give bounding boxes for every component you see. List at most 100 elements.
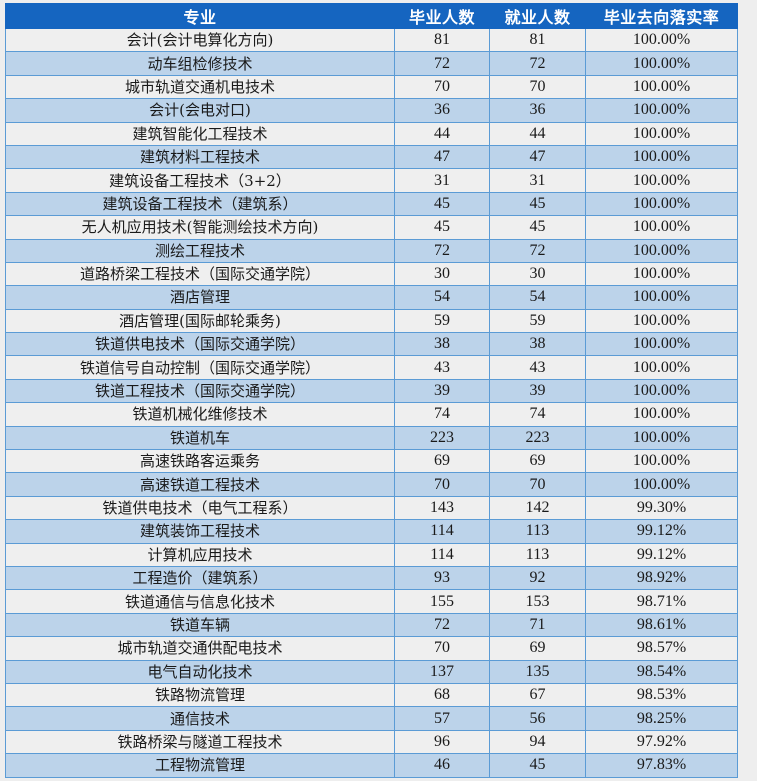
major-cell: 测绘工程技术	[5, 238, 395, 263]
table-row: 工程造价（建筑系） 93 92 98.92%	[5, 565, 738, 591]
graduates-cell: 81	[394, 27, 490, 53]
graduates-cell: 44	[394, 121, 490, 146]
graduates-cell: 57	[394, 706, 490, 731]
employed-cell: 94	[489, 729, 586, 755]
graduates-cell: 45	[394, 215, 490, 240]
employed-cell: 45	[489, 753, 586, 778]
graduates-cell: 72	[394, 612, 490, 638]
table-row: 道路桥梁工程技术（国际交通学院） 30 30 100.00%	[5, 261, 738, 287]
rate-cell: 100.00%	[585, 51, 738, 76]
major-cell: 酒店管理	[5, 285, 395, 310]
employed-cell: 142	[489, 495, 586, 521]
major-cell: 会计(会计电算化方向)	[5, 27, 395, 53]
graduates-cell: 114	[394, 519, 490, 544]
table-row: 建筑智能化工程技术 44 44 100.00%	[5, 121, 738, 146]
table-row: 铁道供电技术（电气工程系） 143 142 99.30%	[5, 495, 738, 521]
employed-cell: 70	[489, 472, 586, 497]
header-employed: 就业人数	[489, 3, 586, 29]
table-row: 铁路桥梁与隧道工程技术 96 94 97.92%	[5, 729, 738, 755]
major-cell: 建筑设备工程技术（3+2）	[5, 168, 395, 193]
graduates-cell: 45	[394, 191, 490, 217]
rate-cell: 100.00%	[585, 27, 738, 53]
rate-cell: 98.53%	[585, 682, 738, 708]
header-row: 专业 毕业人数 就业人数 毕业去向落实率	[5, 3, 738, 29]
employed-cell: 74	[489, 402, 586, 427]
major-cell: 电气自动化技术	[5, 659, 395, 684]
rate-cell: 100.00%	[585, 425, 738, 451]
major-cell: 铁道供电技术（国际交通学院）	[5, 332, 395, 357]
employed-cell: 31	[489, 168, 586, 193]
table-row: 电气自动化技术 137 135 98.54%	[5, 659, 738, 684]
employed-cell: 135	[489, 659, 586, 684]
graduates-cell: 72	[394, 51, 490, 76]
graduates-cell: 70	[394, 472, 490, 497]
table-row: 建筑设备工程技术（3+2） 31 31 100.00%	[5, 168, 738, 193]
rate-cell: 98.71%	[585, 589, 738, 614]
table-row: 城市轨道交通机电技术 70 70 100.00%	[5, 74, 738, 100]
employed-cell: 36	[489, 98, 586, 123]
employed-cell: 92	[489, 565, 586, 591]
employed-cell: 67	[489, 682, 586, 708]
major-cell: 工程造价（建筑系）	[5, 565, 395, 591]
rate-cell: 100.00%	[585, 238, 738, 263]
table-row: 测绘工程技术 72 72 100.00%	[5, 238, 738, 263]
employed-cell: 72	[489, 51, 586, 76]
graduates-cell: 70	[394, 74, 490, 100]
table-row: 酒店管理 54 54 100.00%	[5, 285, 738, 310]
table-row: 铁路物流管理 68 67 98.53%	[5, 682, 738, 708]
major-cell: 城市轨道交通供配电技术	[5, 636, 395, 661]
major-cell: 工程物流管理	[5, 753, 395, 778]
employment-table-container: 专业 毕业人数 就业人数 毕业去向落实率 会计(会计电算化方向) 81 81 100.…	[5, 3, 738, 778]
graduates-cell: 38	[394, 332, 490, 357]
rate-cell: 99.12%	[585, 519, 738, 544]
rate-cell: 100.00%	[585, 121, 738, 146]
employed-cell: 69	[489, 636, 586, 661]
employed-cell: 153	[489, 589, 586, 614]
graduates-cell: 137	[394, 659, 490, 684]
table-row: 无人机应用技术(智能测绘技术方向) 45 45 100.00%	[5, 215, 738, 240]
rate-cell: 100.00%	[585, 168, 738, 193]
graduates-cell: 72	[394, 238, 490, 263]
table-row: 铁道车辆 72 71 98.61%	[5, 612, 738, 638]
employment-rate-table: 专业 毕业人数 就业人数 毕业去向落实率 会计(会计电算化方向) 81 81 100.…	[5, 3, 738, 778]
table-row: 铁道供电技术（国际交通学院） 38 38 100.00%	[5, 332, 738, 357]
rate-cell: 100.00%	[585, 355, 738, 380]
rate-cell: 98.92%	[585, 565, 738, 591]
table-row: 高速铁路客运乘务 69 69 100.00%	[5, 449, 738, 474]
major-cell: 道路桥梁工程技术（国际交通学院）	[5, 261, 395, 287]
table-row: 建筑装饰工程技术 114 113 99.12%	[5, 519, 738, 544]
rate-cell: 100.00%	[585, 472, 738, 497]
header-rate: 毕业去向落实率	[585, 3, 738, 29]
major-cell: 会计(会电对口)	[5, 98, 395, 123]
rate-cell: 100.00%	[585, 98, 738, 123]
graduates-cell: 114	[394, 542, 490, 567]
major-cell: 铁路物流管理	[5, 682, 395, 708]
table-row: 铁道机械化维修技术 74 74 100.00%	[5, 402, 738, 427]
employed-cell: 71	[489, 612, 586, 638]
rate-cell: 100.00%	[585, 378, 738, 404]
major-cell: 无人机应用技术(智能测绘技术方向)	[5, 215, 395, 240]
table-row: 铁道通信与信息化技术 155 153 98.71%	[5, 589, 738, 614]
rate-cell: 100.00%	[585, 285, 738, 310]
major-cell: 酒店管理(国际邮轮乘务)	[5, 308, 395, 334]
major-cell: 铁道机车	[5, 425, 395, 451]
employed-cell: 59	[489, 308, 586, 334]
rate-cell: 98.25%	[585, 706, 738, 731]
graduates-cell: 143	[394, 495, 490, 521]
employed-cell: 38	[489, 332, 586, 357]
graduates-cell: 74	[394, 402, 490, 427]
employed-cell: 69	[489, 449, 586, 474]
graduates-cell: 96	[394, 729, 490, 755]
graduates-cell: 155	[394, 589, 490, 614]
major-cell: 高速铁道工程技术	[5, 472, 395, 497]
rate-cell: 100.00%	[585, 74, 738, 100]
table-row: 建筑材料工程技术 47 47 100.00%	[5, 144, 738, 170]
rate-cell: 97.92%	[585, 729, 738, 755]
rate-cell: 98.54%	[585, 659, 738, 684]
graduates-cell: 70	[394, 636, 490, 661]
table-header: 专业 毕业人数 就业人数 毕业去向落实率	[5, 3, 738, 29]
header-major: 专业	[5, 3, 395, 29]
employed-cell: 70	[489, 74, 586, 100]
major-cell: 铁道车辆	[5, 612, 395, 638]
graduates-cell: 69	[394, 449, 490, 474]
